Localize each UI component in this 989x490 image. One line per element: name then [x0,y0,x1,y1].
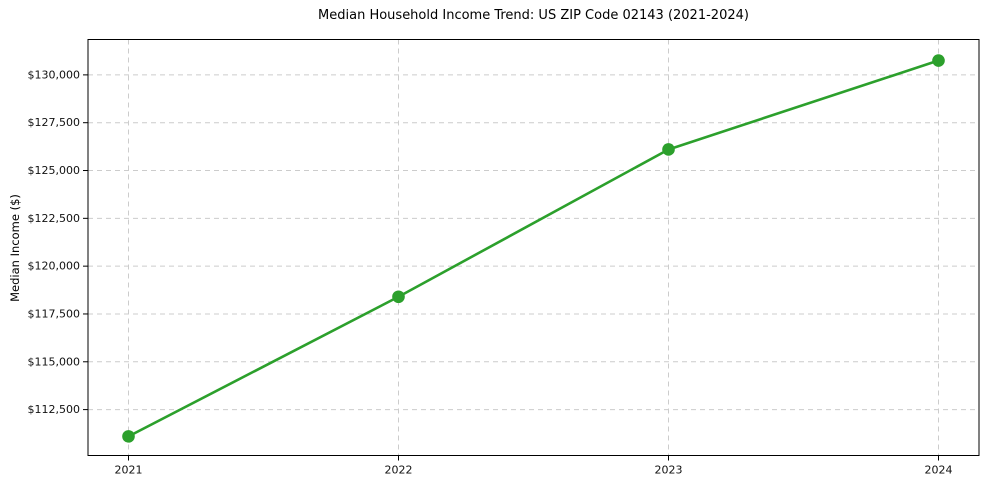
data-point-2024 [932,54,945,67]
data-point-2023 [662,143,675,156]
y-tick-label: $130,000 [28,68,81,81]
y-tick-label: $127,500 [28,116,81,129]
y-tick-label: $122,500 [28,212,81,225]
x-tick-label: 2021 [115,464,143,477]
y-axis-label: Median Income ($) [8,194,22,302]
data-point-2022 [392,290,405,304]
x-tick-label: 2023 [655,464,683,477]
y-tick-label: $117,500 [28,307,81,320]
plot-frame [87,39,980,456]
x-tick-label: 2024 [925,464,953,477]
x-tick-label: 2022 [385,464,413,477]
y-tick-label: $112,500 [28,403,81,416]
y-tick-label: $120,000 [28,260,81,273]
y-tick-label: $115,000 [28,355,81,368]
trend-line [127,59,940,438]
y-tick-label: $125,000 [28,164,81,177]
data-point-2021 [122,430,135,443]
chart-title: Median Household Income Trend: US ZIP Co… [318,8,749,23]
